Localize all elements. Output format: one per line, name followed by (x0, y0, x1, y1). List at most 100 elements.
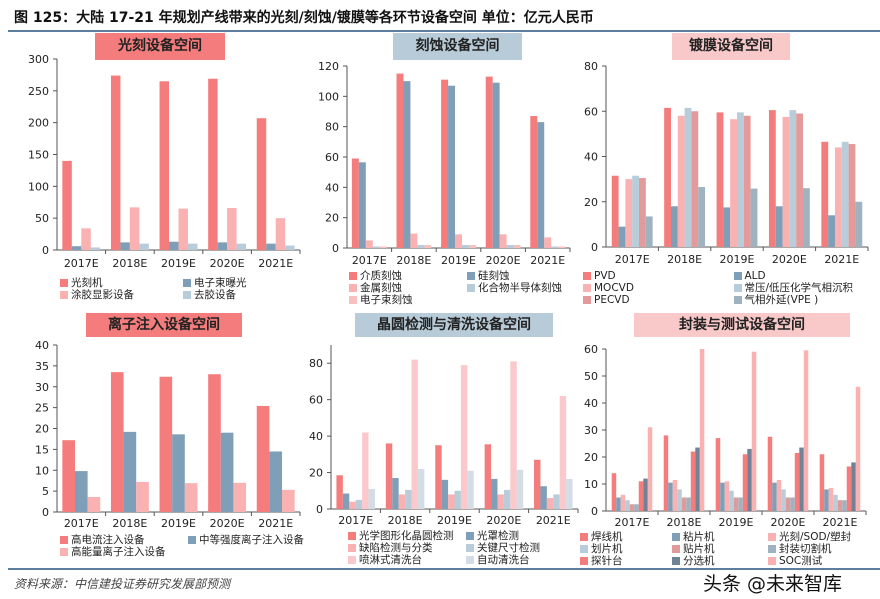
bar (129, 207, 140, 250)
legend-swatch (768, 557, 776, 565)
bar (750, 188, 758, 247)
y-tick-label: 35 (35, 360, 49, 373)
x-tick-label: 2017E (338, 514, 373, 527)
bar (403, 81, 411, 249)
legend-label: 介质刻蚀 (360, 270, 402, 282)
chart-title: 封装与测试设备空间 (634, 313, 850, 337)
legend-item: 分选机 (672, 555, 762, 567)
legend-label: 封装切割机 (779, 543, 832, 555)
chart-title: 镀膜设备空间 (672, 33, 790, 60)
y-tick-label: 200 (28, 117, 49, 130)
bar (716, 112, 724, 247)
legend-item: 贴片机 (672, 543, 762, 555)
bar (441, 479, 449, 509)
bar (546, 498, 554, 509)
legend-label: 分选机 (683, 555, 715, 567)
bar (794, 452, 800, 511)
y-tick-label: 25 (35, 402, 49, 415)
y-tick-label: 20 (35, 423, 49, 436)
bar (733, 497, 739, 511)
legend-item: 化合物半导体刻蚀 (467, 282, 579, 294)
bar (71, 246, 82, 250)
legend-swatch (768, 545, 776, 553)
watermark: 头条 @未来智库 (703, 573, 843, 595)
bar (358, 162, 366, 248)
legend-label: 常压/低压化学气相沉积 (744, 282, 854, 294)
bar (821, 141, 829, 247)
legend-item: 常压/低压化学气相沉积 (733, 282, 879, 294)
bar (824, 489, 829, 511)
bar (828, 215, 835, 247)
bar (396, 73, 404, 248)
legend-item: 介质刻蚀 (349, 270, 461, 282)
bar (691, 111, 699, 247)
bar (785, 497, 791, 511)
bar (217, 242, 228, 250)
bar (668, 482, 673, 511)
bar (634, 504, 639, 511)
x-tick-label: 2017E (615, 516, 650, 529)
legend-item: 硅刻蚀 (467, 270, 579, 282)
bar (497, 494, 504, 509)
bar (842, 500, 847, 511)
legend-swatch (672, 533, 680, 541)
bar (349, 501, 356, 509)
bar (776, 479, 782, 511)
bar (618, 226, 626, 247)
bar (677, 115, 685, 248)
legend-label: SOC测试 (779, 555, 823, 567)
x-tick-label: 2021E (824, 253, 859, 266)
bar (342, 493, 350, 509)
bar (695, 447, 700, 511)
y-tick-label: 60 (584, 105, 598, 118)
legend-item: 光罩检测 (466, 530, 578, 542)
x-tick-label: 2017E (64, 257, 99, 270)
bar (169, 241, 179, 250)
bar (629, 504, 635, 511)
bar (285, 245, 295, 250)
legend-swatch (60, 548, 68, 556)
x-tick-label: 2021E (536, 514, 571, 527)
bar (275, 218, 286, 250)
x-tick-label: 2020E (486, 514, 521, 527)
bar (461, 244, 469, 248)
y-tick-label: 60 (325, 151, 339, 164)
bar (398, 494, 406, 509)
bar (715, 438, 721, 511)
bar (365, 240, 373, 248)
bar (424, 244, 432, 248)
bar (743, 115, 751, 248)
bar (851, 462, 856, 511)
bar (855, 386, 861, 511)
legend-item: 缺陷检测与分类 (348, 542, 460, 554)
bar (540, 486, 547, 509)
legend-swatch (183, 291, 191, 299)
legend-label: 电子束刻蚀 (360, 294, 413, 306)
legend-swatch (580, 533, 588, 541)
y-tick-label: 40 (35, 339, 49, 352)
bar (632, 175, 640, 247)
bar (553, 494, 560, 509)
legend-swatch (349, 284, 357, 292)
y-tick-label: 80 (309, 357, 323, 370)
legend-swatch (348, 544, 356, 552)
legend-item: 喷淋式清洗台 (348, 554, 460, 566)
y-tick-label: 15 (35, 443, 49, 456)
bar (516, 469, 524, 509)
bar (448, 494, 455, 509)
bar (187, 243, 198, 250)
legend-item: 电子束刻蚀 (349, 294, 461, 306)
legend-item: 封装切割机 (768, 543, 878, 555)
chart-title: 光刻设备空间 (95, 33, 225, 60)
y-tick-label: 20 (584, 196, 598, 209)
legend-swatch (768, 533, 776, 541)
legend-label: 中等强度离子注入设备 (199, 534, 304, 546)
bar (742, 454, 748, 511)
bar (620, 494, 626, 511)
bar (751, 351, 757, 511)
y-tick-label: 10 (35, 464, 49, 477)
legend-item: 自动清洗台 (466, 554, 578, 566)
bar (227, 207, 237, 250)
bar (441, 79, 449, 249)
legend-item: 焊线机 (580, 531, 666, 543)
